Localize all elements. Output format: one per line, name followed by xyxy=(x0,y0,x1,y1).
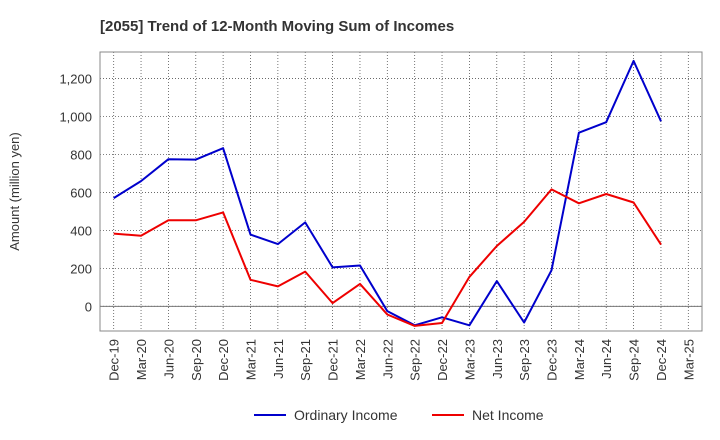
plot-frame xyxy=(99,51,703,332)
x-tick-label: Dec-22 xyxy=(435,339,450,381)
series-lines xyxy=(113,59,662,327)
x-tick-label: Sep-23 xyxy=(517,339,532,381)
x-tick-label: Sep-20 xyxy=(189,339,204,381)
x-tick-label: Dec-24 xyxy=(654,339,669,381)
x-tick-label: Sep-24 xyxy=(627,339,642,381)
x-tick-label: Dec-21 xyxy=(326,339,341,381)
x-tick-label: Jun-24 xyxy=(599,339,614,379)
legend: Ordinary Income Net Income xyxy=(254,407,544,423)
y-tick-label: 0 xyxy=(85,299,92,314)
y-tick-label: 1,200 xyxy=(59,72,92,87)
series-line-ordinary-income xyxy=(113,59,662,327)
x-tick-label: Jun-22 xyxy=(380,339,395,379)
x-tick-label: Jun-21 xyxy=(271,339,286,379)
x-tick-label: Mar-25 xyxy=(681,339,696,380)
x-tick-label: Dec-23 xyxy=(545,339,560,381)
x-tick-label: Mar-20 xyxy=(134,339,149,380)
y-tick-label: 400 xyxy=(70,223,92,238)
x-tick-label: Sep-21 xyxy=(298,339,313,381)
y-tick-label: 1,000 xyxy=(59,110,92,125)
x-tick-label: Mar-21 xyxy=(244,339,259,380)
x-tick-label: Jun-20 xyxy=(161,339,176,379)
legend-label-ordinary-income: Ordinary Income xyxy=(294,407,398,423)
x-tick-label: Mar-23 xyxy=(462,339,477,380)
y-axis-label: Amount (million yen) xyxy=(7,132,22,251)
x-tick-label: Mar-24 xyxy=(572,339,587,380)
x-tick-label: Jun-23 xyxy=(490,339,505,379)
chart-title: [2055] Trend of 12-Month Moving Sum of I… xyxy=(100,18,454,35)
y-tick-label: 800 xyxy=(70,147,92,162)
x-tick-label: Mar-22 xyxy=(353,339,368,380)
grid xyxy=(100,52,702,331)
x-axis-ticks: Dec-19 Mar-20 Jun-20 Sep-20 Dec-20 Mar-21 Jun-… xyxy=(107,339,697,381)
y-axis-ticks: 0 200 400 600 800 1,000 1,200 xyxy=(59,72,92,315)
legend-label-net-income: Net Income xyxy=(472,407,544,423)
y-tick-label: 200 xyxy=(70,261,92,276)
x-tick-label: Sep-22 xyxy=(408,339,423,381)
x-tick-label: Dec-20 xyxy=(216,339,231,381)
x-tick-label: Dec-19 xyxy=(107,339,122,381)
series-line-net-income xyxy=(113,188,662,327)
y-tick-label: 600 xyxy=(70,185,92,200)
